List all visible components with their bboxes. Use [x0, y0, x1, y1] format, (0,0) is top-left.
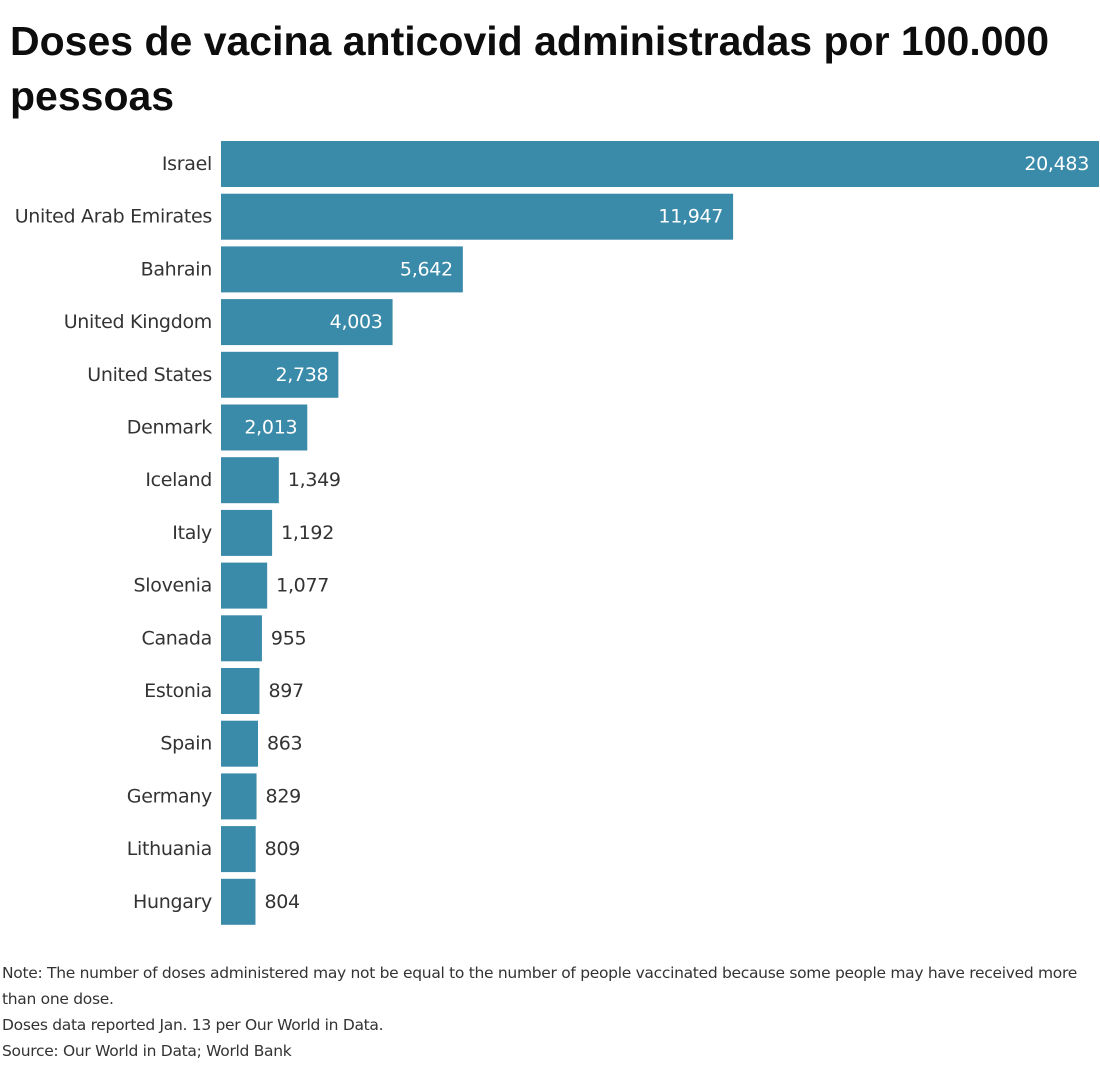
bar-chart: Israel 20,483 United Arab Emirates 11,947 Ba… [15, 141, 1099, 925]
value-label: 11,947 [658, 206, 723, 228]
bar-hungary [221, 878, 256, 925]
value-label: 829 [266, 785, 301, 807]
note-text: Note: The number of doses administered m… [2, 964, 1077, 1008]
value-label: 1,349 [288, 469, 341, 491]
category-label: United Arab Emirates [15, 206, 212, 228]
bar-israel [221, 141, 1099, 187]
value-label: 863 [267, 733, 302, 755]
value-label: 955 [271, 627, 306, 649]
value-label: 2,738 [275, 364, 328, 386]
bar-united-arab-emirates [221, 193, 734, 240]
bar-lithuania [221, 826, 256, 873]
bar-united-kingdom [221, 299, 393, 346]
bar-spain [221, 720, 258, 767]
bar-estonia [221, 668, 260, 714]
bar-bahrain [221, 246, 463, 293]
bar-italy [221, 509, 273, 556]
category-label: Estonia [144, 680, 212, 702]
category-label: Slovenia [134, 575, 212, 597]
value-label: 1,077 [276, 575, 329, 597]
category-label: Italy [172, 522, 212, 544]
category-label: Canada [142, 627, 213, 649]
value-label: 804 [264, 891, 300, 913]
category-label: Denmark [127, 417, 213, 439]
value-label: 2,013 [244, 417, 297, 439]
chart-title: Doses de vacina anticovid administradas … [10, 18, 1050, 119]
category-label: Bahrain [141, 258, 212, 280]
bar-germany [221, 773, 257, 820]
category-label: United Kingdom [64, 311, 212, 333]
chart-notes: Note: The number of doses administered m… [2, 960, 1092, 1064]
value-label: 897 [268, 680, 303, 702]
bar-united-states [221, 351, 339, 398]
bar-canada [221, 615, 262, 662]
bar-iceland [221, 457, 279, 504]
value-label: 809 [265, 838, 300, 860]
category-label: Hungary [133, 891, 212, 913]
bar-denmark [221, 404, 308, 451]
category-label: United States [87, 364, 212, 386]
value-label: 1,192 [281, 522, 334, 544]
doses-date-note: Doses data reported Jan. 13 per Our Worl… [2, 1016, 384, 1034]
category-label: Iceland [145, 469, 212, 491]
value-label: 5,642 [400, 258, 453, 280]
bars-group: Israel 20,483 United Arab Emirates 11,947 Ba… [15, 141, 1099, 925]
bar-slovenia [221, 562, 268, 609]
category-label: Israel [162, 153, 212, 175]
category-label: Lithuania [127, 838, 212, 860]
category-label: Spain [160, 733, 212, 755]
value-label: 4,003 [330, 311, 383, 333]
category-label: Germany [127, 785, 212, 807]
source-text: Source: Our World in Data; World Bank [2, 1042, 292, 1060]
value-label: 20,483 [1024, 153, 1089, 175]
